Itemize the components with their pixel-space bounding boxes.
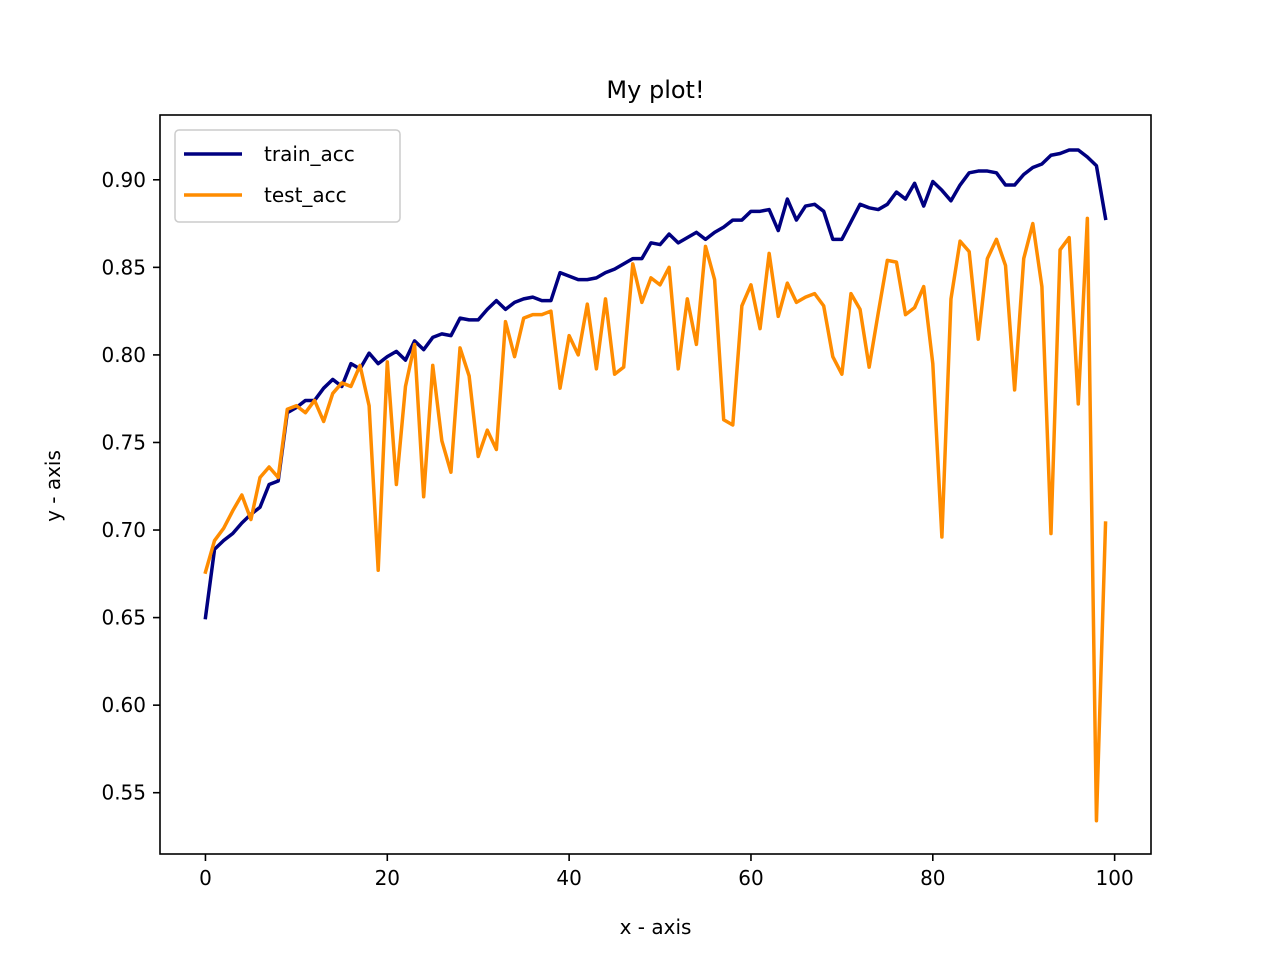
y-axis-label: y - axis <box>41 450 65 522</box>
legend-label-test-acc: test_acc <box>264 183 347 207</box>
y-tick-label: 0.60 <box>101 693 146 717</box>
series-line-train-acc <box>203 148 1108 620</box>
x-tick-label: 40 <box>556 866 581 890</box>
series-line-test-acc <box>203 216 1108 823</box>
x-tick-label: 0 <box>199 866 212 890</box>
x-tick-label: 100 <box>1096 866 1134 890</box>
y-tick-label: 0.65 <box>101 606 146 630</box>
x-tick-label: 20 <box>375 866 400 890</box>
x-tick-label: 80 <box>920 866 945 890</box>
y-tick-label: 0.90 <box>101 168 146 192</box>
y-tick-label: 0.75 <box>101 430 146 454</box>
chart-title: My plot! <box>606 76 704 104</box>
legend-label-train-acc: train_acc <box>264 142 355 166</box>
plot-area <box>159 114 1152 855</box>
x-tick-label: 60 <box>738 866 763 890</box>
y-tick-label: 0.80 <box>101 343 146 367</box>
legend: train_acc test_acc <box>174 129 401 223</box>
y-tick-label: 0.70 <box>101 518 146 542</box>
x-axis-label: x - axis <box>620 915 692 939</box>
x-axis: 0 20 40 60 80 100 <box>199 854 1134 890</box>
y-tick-label: 0.55 <box>101 781 146 805</box>
y-tick-label: 0.85 <box>101 255 146 279</box>
y-axis: 0.55 0.60 0.65 0.70 0.75 0.80 0.85 0.90 <box>101 168 160 805</box>
plot-frame <box>159 114 1152 855</box>
